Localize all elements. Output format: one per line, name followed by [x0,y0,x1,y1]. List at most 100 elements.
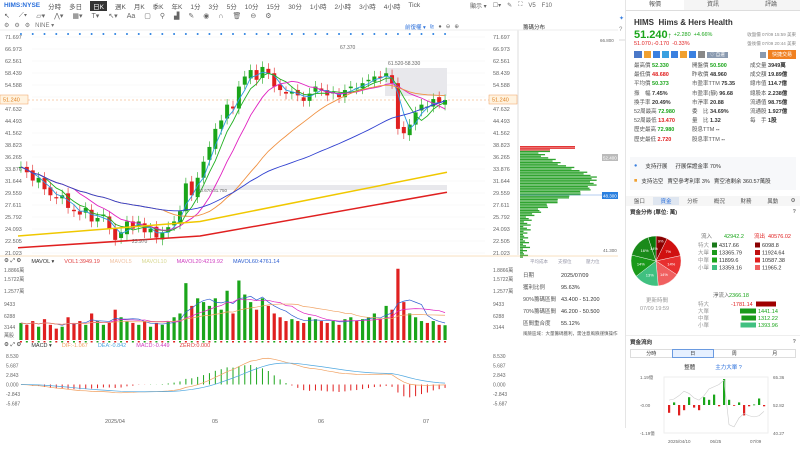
period-2[interactable]: 日K [90,0,107,11]
chip-bar [520,227,527,229]
cursor-tool-icon[interactable]: ↖ [4,13,10,20]
tab-quote[interactable]: 報價 [626,0,684,10]
settings-icon[interactable]: ⚙ [790,197,796,204]
price-axis-right: 44.493 [493,119,510,125]
period-3[interactable]: 週K [114,3,126,11]
gear-icon[interactable]: ⚙ [4,23,10,29]
period-4[interactable]: 月K [133,3,145,11]
macd-select[interactable]: MACD ▾ [31,342,52,349]
pen-icon[interactable]: ✎ [507,3,513,9]
symbol-label[interactable]: HIMS:NYSE [4,2,41,9]
help-icon[interactable]: ? [792,208,796,215]
period-9[interactable]: 5分 [226,3,237,11]
badge-icon[interactable] [680,51,687,58]
period-17[interactable]: Tick [408,2,421,9]
gear-icon[interactable]: ⚙ ⤢ ⚙ [4,342,22,348]
detail-tab[interactable]: 盤口 [633,198,645,205]
layers-icon[interactable]: ⊖ [250,13,257,20]
flow-period-tab[interactable]: 月 [772,350,778,357]
mode-main-force[interactable]: 主力大單 ? [715,364,742,371]
volume-bar [219,309,223,340]
period-1[interactable]: 多日 [69,3,83,11]
period-5[interactable]: 季K [152,3,164,11]
mode-overall[interactable]: 整體 [684,364,696,371]
badge-icon[interactable] [662,51,669,58]
detail-tab[interactable]: 資金 [652,196,680,205]
period-13[interactable]: 1小時 [309,3,327,11]
chart-type-icon[interactable]: ⊵ [429,24,435,30]
net-value: 1441.14 [758,309,778,315]
detail-tab[interactable]: 概況 [713,198,725,205]
shape-tool-icon[interactable]: ▱▾ [36,13,46,20]
flow-period-tab[interactable]: 周 [731,350,737,357]
measure-icon[interactable]: ▟ [174,13,180,20]
period-11[interactable]: 15分 [266,3,281,11]
zoom-in-icon[interactable]: ⊕ [454,24,459,30]
flow-period-tab[interactable]: 分時 [646,350,657,357]
signal-dot [220,33,223,35]
help-icon[interactable]: ? [792,338,796,345]
self-select-button[interactable]: ♡ 自選 [707,51,728,58]
display-menu[interactable]: 顯示 ▾ [470,4,487,10]
gear-icon[interactable]: ⚙ [14,23,20,29]
zoom-reset-icon[interactable]: ● [438,24,442,30]
search-icon[interactable]: ⚲ [159,13,166,20]
detail-tab[interactable]: 財務 [740,198,752,205]
gear-icon[interactable]: ⚙ [24,23,31,29]
lock-icon[interactable] [759,51,766,58]
period-6[interactable]: 年K [171,3,183,11]
volume-bar [431,321,435,340]
badge-icon[interactable] [671,51,678,58]
f10-button[interactable]: F10 [541,2,553,9]
gear-icon[interactable]: ⚙ ⤢ ⚙ [4,258,22,264]
font-tool-icon[interactable]: Aa [126,12,136,20]
eye-icon[interactable]: ◉ [203,13,210,20]
short-row: ■ 支持沽空 賣空參考利率 3% 賣空池剩余 360.57萬股 [634,177,771,185]
mavol-select[interactable]: MAVOL ▾ [31,258,55,265]
comment-icon[interactable]: ▢ [144,13,151,20]
detail-tab[interactable]: 異動 [767,198,779,205]
badge-icon[interactable] [644,51,651,58]
text-tool-icon[interactable]: T▾ [91,13,100,20]
layout-select[interactable]: ☐▾ [492,3,502,9]
fib-tool-icon[interactable]: ▦▾ [72,13,83,20]
period-14[interactable]: 2小時 [334,3,352,11]
more-icon[interactable]: ⋯ [619,38,625,44]
kline-chart[interactable]: 71.697 71.697 66.973 66.973 62.561 62.561 58.4… [0,0,620,428]
flow-period-tab[interactable]: 日 [671,348,714,358]
help-icon[interactable]: ? [619,27,623,33]
wave-tool-icon[interactable]: ⋀▾ [54,13,64,20]
tab-comments[interactable]: 評論 [742,0,800,10]
period-15[interactable]: 3小時 [359,3,376,11]
badge-icon[interactable] [653,51,660,58]
tick-marker [67,341,70,343]
period-10[interactable]: 10分 [244,3,259,11]
v5-button[interactable]: V5 [528,2,536,9]
adjust-select[interactable]: 前復權 ▾ [405,25,426,31]
net-bar [739,308,756,313]
chip-bar [520,186,588,188]
indicator-select[interactable]: NINE ▾ [35,23,55,29]
zoom-out-icon[interactable]: ⊖ [445,24,451,30]
trash-icon[interactable]: 🗑 [232,13,242,20]
gear-icon[interactable]: ⚙ [265,13,272,20]
pen-icon[interactable]: ✎ [188,13,195,20]
quick-trade-button[interactable]: 快捷交易 [767,50,796,59]
period-16[interactable]: 4小時 [383,3,401,11]
arrow-tool-icon[interactable]: ↖▾ [108,13,118,20]
signal-dot [255,33,258,35]
badge-icon[interactable] [689,51,696,58]
period-0[interactable]: 分時 [48,3,62,11]
period-12[interactable]: 30分 [288,3,302,11]
tab-news[interactable]: 資訊 [684,0,742,10]
badge-icon[interactable] [698,51,705,58]
detail-tab[interactable]: 分析 [687,198,699,205]
period-7[interactable]: 1分 [190,3,201,11]
pin-icon[interactable]: ✦ [619,16,625,22]
signal-dot [78,33,81,35]
expand-icon[interactable]: ⛶ [518,2,523,8]
volume-bar [125,321,129,340]
magnet-icon[interactable]: ∩ [218,12,224,20]
line-tool-icon[interactable]: ⟋▾ [18,12,28,19]
period-8[interactable]: 3分 [208,3,219,11]
